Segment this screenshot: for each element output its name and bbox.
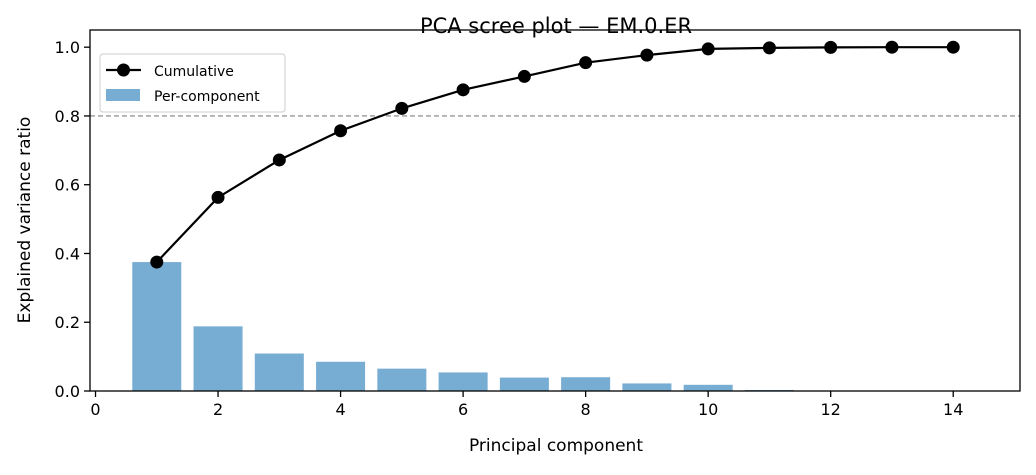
cumulative-point	[579, 56, 592, 69]
x-tick-label: 12	[821, 400, 841, 419]
cumulative-point	[395, 102, 408, 115]
cumulative-point	[947, 41, 960, 54]
cumulative-point	[763, 41, 776, 54]
bar	[500, 378, 549, 391]
cumulative-point	[640, 49, 653, 62]
x-tick-label: 2	[213, 400, 223, 419]
bar	[194, 326, 243, 391]
cumulative-point	[702, 42, 715, 55]
bar	[255, 354, 304, 391]
x-axis-label: Principal component	[469, 436, 643, 456]
y-tick-label: 0.8	[55, 107, 80, 126]
cumulative-point	[150, 256, 163, 269]
bar	[684, 385, 733, 391]
y-tick-label: 0.0	[55, 382, 80, 401]
cumulative-point	[457, 83, 470, 96]
x-tick-label: 4	[335, 400, 345, 419]
y-tick-label: 0.4	[55, 244, 80, 263]
y-tick-label: 0.2	[55, 313, 80, 332]
y-tick-label: 0.6	[55, 176, 80, 195]
y-tick-label: 1.0	[55, 38, 80, 57]
legend-bar-swatch	[106, 89, 140, 101]
bar	[316, 362, 365, 391]
x-tick-label: 10	[698, 400, 718, 419]
bar	[439, 372, 488, 391]
cumulative-point	[824, 41, 837, 54]
legend-label-per-component: Per-component	[154, 89, 260, 105]
y-axis-label: Explained variance ratio	[15, 117, 35, 324]
cumulative-point	[518, 70, 531, 83]
x-tick-label: 0	[90, 400, 100, 419]
bar	[132, 262, 181, 391]
bar	[377, 369, 426, 391]
legend-label-cumulative: Cumulative	[154, 64, 234, 80]
x-tick-label: 8	[581, 400, 591, 419]
x-tick-label: 6	[458, 400, 468, 419]
bar	[561, 377, 610, 391]
cumulative-point	[885, 41, 898, 54]
chart-title: PCA scree plot — EM.0.ER	[420, 14, 692, 38]
cumulative-point	[273, 153, 286, 166]
legend-marker-swatch	[117, 64, 130, 77]
cumulative-point	[334, 124, 347, 137]
cumulative-point	[212, 191, 225, 204]
bar	[622, 383, 671, 391]
x-tick-label: 14	[943, 400, 963, 419]
